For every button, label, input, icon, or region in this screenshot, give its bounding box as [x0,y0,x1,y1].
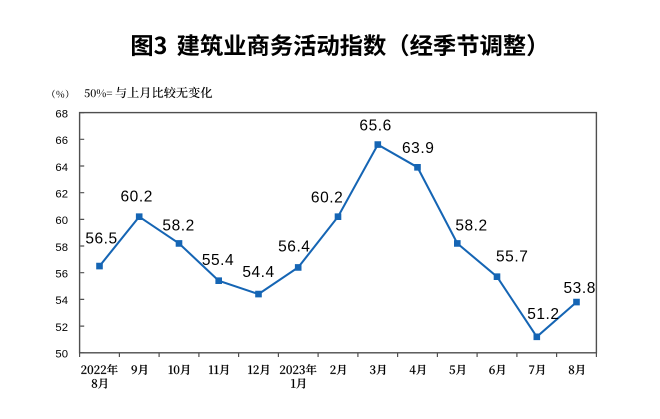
svg-text:51.2: 51.2 [527,306,559,323]
svg-text:50: 50 [55,349,68,361]
svg-text:58: 58 [55,242,68,254]
svg-text:54.4: 54.4 [242,264,274,281]
svg-text:56: 56 [55,269,68,281]
svg-text:55.4: 55.4 [202,252,234,269]
svg-text:58.2: 58.2 [455,218,487,235]
svg-text:66: 66 [55,135,68,147]
svg-text:64: 64 [55,162,68,174]
svg-text:60: 60 [55,215,68,227]
svg-text:63.9: 63.9 [402,140,434,157]
svg-text:60.2: 60.2 [311,189,343,206]
svg-text:62: 62 [55,189,68,201]
svg-text:52: 52 [55,322,68,334]
svg-text:55.7: 55.7 [496,249,528,266]
svg-text:56.5: 56.5 [85,231,117,248]
svg-text:53.8: 53.8 [564,280,596,297]
svg-text:54: 54 [55,295,68,307]
svg-text:68: 68 [55,108,68,120]
svg-text:58.2: 58.2 [162,217,194,234]
svg-text:56.4: 56.4 [278,239,310,256]
svg-text:65.6: 65.6 [359,118,391,135]
svg-text:60.2: 60.2 [121,189,153,206]
